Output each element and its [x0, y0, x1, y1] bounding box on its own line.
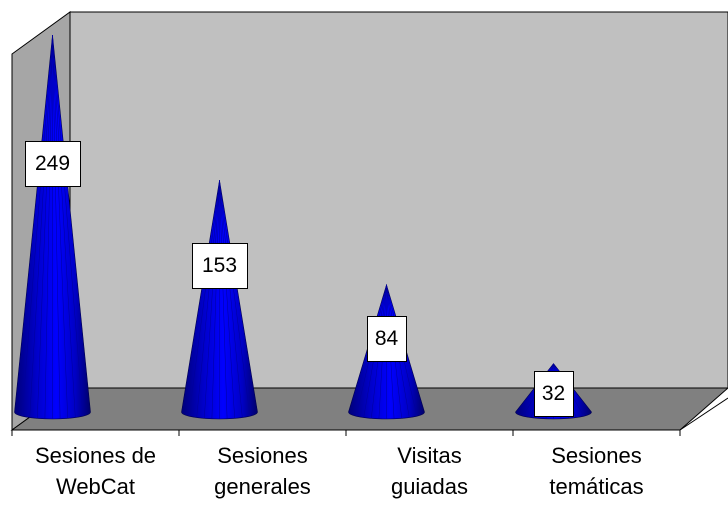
bar-cone-facet [52, 34, 76, 418]
bar-cone-facet [219, 180, 243, 418]
bar-cone-facet [196, 180, 220, 418]
bar-cone-facet [37, 34, 53, 419]
bar-cone-facet [52, 34, 68, 419]
data-label: 32 [533, 371, 574, 418]
category-label: Visitas guiadas [390, 443, 469, 499]
bar-cone-facet [29, 34, 53, 418]
bar-cone-facet [211, 180, 220, 419]
bar-cone-facet [44, 34, 53, 419]
bar-cone-facet [219, 180, 228, 419]
bar-cone-facet [219, 180, 235, 419]
bar-cone-facet [219, 180, 251, 417]
bar-cone-facet [188, 180, 220, 417]
category-label: Sesiones generales [214, 443, 311, 499]
category-label: Sesiones temáticas [549, 443, 644, 499]
data-label: 249 [24, 141, 81, 188]
bar-cone-facet [204, 180, 220, 419]
data-label: 84 [366, 315, 407, 362]
x-axis-edge [679, 397, 728, 431]
bar-cone [181, 180, 258, 420]
bar-cone-facet [21, 34, 53, 417]
data-label: 153 [191, 242, 248, 289]
bar-cone-facet [52, 34, 84, 417]
bar-cone [14, 34, 91, 420]
category-label: Sesiones de WebCat [34, 443, 157, 499]
bar-cone-facet [52, 34, 61, 419]
